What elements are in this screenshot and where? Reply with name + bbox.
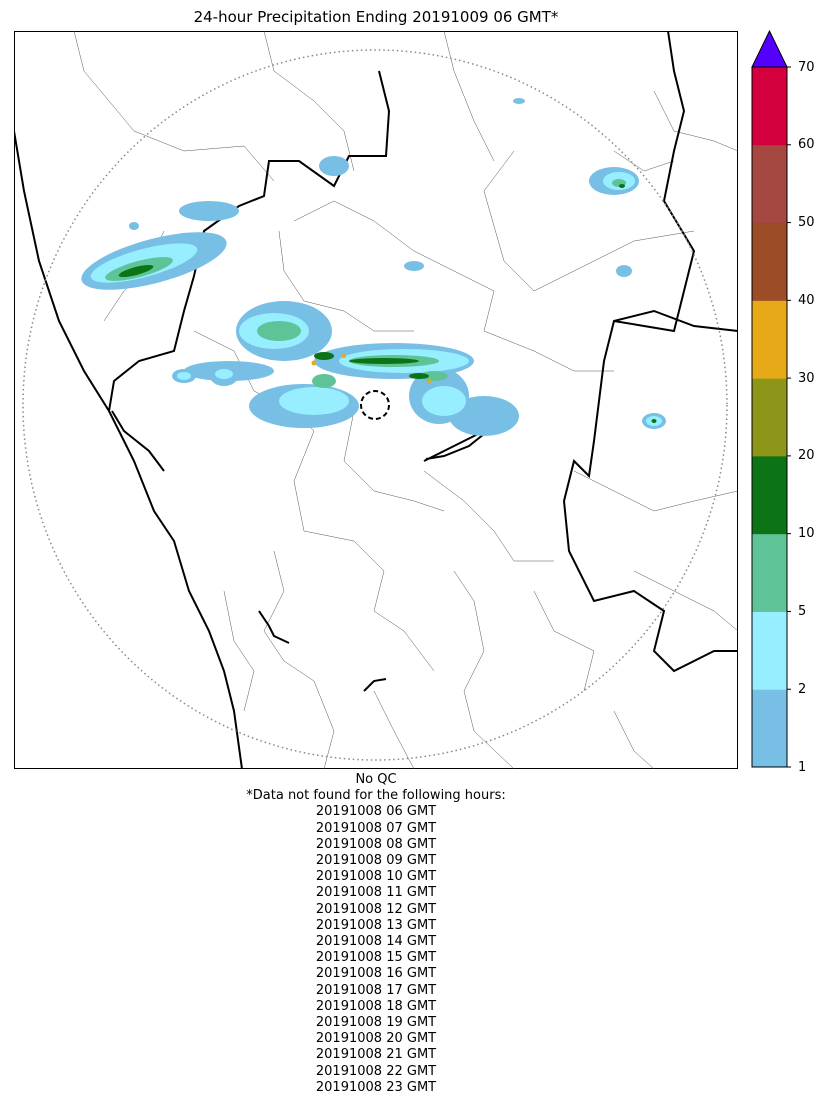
colorbar-segment (752, 611, 787, 690)
missing-hours-list: 20191008 06 GMT 20191008 07 GMT 20191008 0… (14, 804, 738, 1096)
colorbar-segment (752, 533, 787, 612)
colorbar-tick-label: 20 (798, 448, 815, 464)
colorbar-outline (751, 66, 788, 768)
state-borders (14, 31, 738, 769)
missing-data-note: *Data not found for the following hours: (246, 788, 506, 804)
missing-hour-item: 20191008 22 GMT (315, 1063, 437, 1079)
missing-hour-item: 20191008 09 GMT (315, 853, 437, 869)
map-frame (14, 31, 738, 769)
missing-hour-item: 20191008 16 GMT (315, 966, 437, 982)
colorbar-segment (752, 300, 787, 379)
colorbar-tick-label: 60 (798, 137, 815, 153)
missing-hour-item: 20191008 08 GMT (315, 836, 437, 852)
colorbar-tick-label: 30 (798, 370, 815, 386)
colorbar (751, 30, 791, 768)
colorbar-tick-label: 10 (798, 526, 815, 542)
colorbar-tick-label: 50 (798, 215, 815, 231)
colorbar-tick-label: 5 (798, 603, 807, 619)
map-title: 24-hour Precipitation Ending 20191009 06… (193, 8, 559, 26)
colorbar-segment (752, 689, 787, 768)
missing-hour-item: 20191008 21 GMT (315, 1047, 437, 1063)
missing-hour-item: 20191008 14 GMT (315, 934, 437, 950)
colorbar-segment (752, 67, 787, 146)
missing-hour-item: 20191008 11 GMT (315, 885, 437, 901)
missing-hour-item: 20191008 20 GMT (315, 1031, 437, 1047)
missing-hour-item: 20191008 10 GMT (315, 869, 437, 885)
colorbar-segment (752, 222, 787, 301)
qc-note: No QC (355, 772, 397, 787)
precipitation-areas (81, 98, 666, 436)
missing-hour-item: 20191008 12 GMT (315, 901, 437, 917)
colorbar-extend-triangle (751, 30, 788, 68)
missing-hour-item: 20191008 13 GMT (315, 917, 437, 933)
radar-range-ring (22, 49, 728, 761)
colorbar-tick-label: 2 (798, 681, 807, 697)
missing-hour-item: 20191008 07 GMT (315, 820, 437, 836)
missing-hour-item: 20191008 17 GMT (315, 982, 437, 998)
district-borders (73, 31, 738, 769)
colorbar-tick-label: 1 (798, 759, 807, 775)
colorbar-tick-label: 70 (798, 59, 815, 75)
radar-site-marker (360, 390, 390, 420)
colorbar-tick-label: 40 (798, 292, 815, 308)
missing-hour-item: 20191008 15 GMT (315, 950, 437, 966)
missing-hour-item: 20191008 23 GMT (315, 1079, 437, 1095)
colorbar-segment (752, 455, 787, 535)
footnote: No QC *Data not found for the following … (14, 772, 738, 1096)
missing-hour-item: 20191008 19 GMT (315, 1015, 437, 1031)
missing-hour-item: 20191008 06 GMT (315, 804, 437, 820)
colorbar-segment (752, 144, 787, 224)
missing-hour-item: 20191008 18 GMT (315, 998, 437, 1014)
precipitation-map (14, 31, 738, 769)
colorbar-segment (752, 378, 787, 457)
